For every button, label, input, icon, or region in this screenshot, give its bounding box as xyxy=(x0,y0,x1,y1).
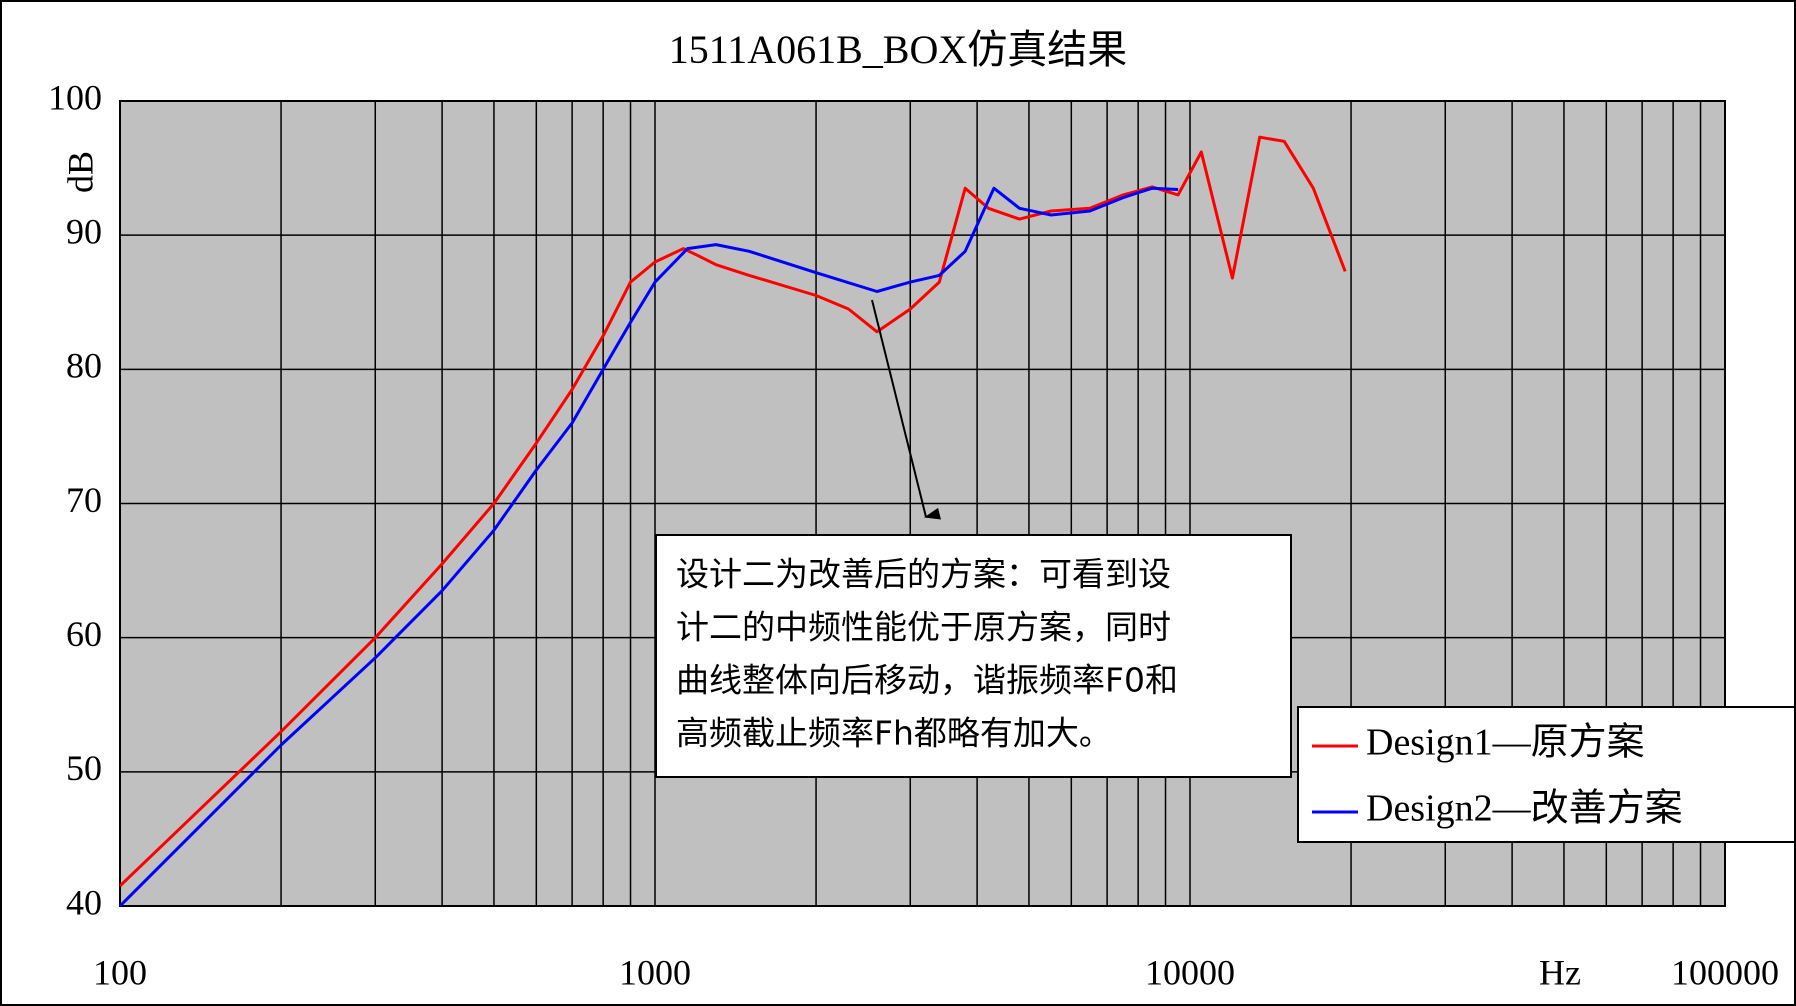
chart-title: 1511A061B_BOX仿真结果 xyxy=(669,27,1128,72)
y-tick-label: 80 xyxy=(66,346,102,386)
y-tick-label: 50 xyxy=(66,748,102,788)
y-tick-label: 40 xyxy=(66,882,102,922)
annotation-line: 计二的中频性能优于原方案，同时 xyxy=(676,608,1171,647)
y-axis-label: dB xyxy=(60,151,100,193)
x-tick-label: 100000 xyxy=(1671,952,1779,992)
annotation-line: 设计二为改善后的方案：可看到设 xyxy=(676,555,1171,594)
series-line xyxy=(118,186,1179,908)
y-tick-label: 90 xyxy=(66,211,102,251)
x-tick-label: 10000 xyxy=(1145,952,1235,992)
x-tick-label: 100 xyxy=(93,952,147,992)
annotation-box xyxy=(655,534,1292,778)
legend-label: Design2—改善方案 xyxy=(1366,788,1683,830)
annotation-line: 高频截止频率Fh都略有加大。 xyxy=(676,714,1112,753)
legend-label: Design1—原方案 xyxy=(1366,722,1645,764)
y-tick-label: 60 xyxy=(66,614,102,654)
legend xyxy=(1297,706,1796,843)
annotation-arrow xyxy=(871,299,942,520)
y-tick-label: 70 xyxy=(66,480,102,520)
x-axis-label: Hz xyxy=(1539,952,1581,992)
series-line xyxy=(118,135,1347,887)
x-tick-label: 1000 xyxy=(619,952,691,992)
lines xyxy=(118,135,1347,908)
legend-entries: Design1—原方案 Design2—改善方案 xyxy=(1312,722,1683,830)
y-tick-label: 100 xyxy=(48,77,102,117)
annotation-line: 曲线整体向后移动，谐振频率F0和 xyxy=(676,661,1178,700)
annotation: 设计二为改善后的方案：可看到设计二的中频性能优于原方案，同时曲线整体向后移动，谐… xyxy=(676,555,1178,753)
